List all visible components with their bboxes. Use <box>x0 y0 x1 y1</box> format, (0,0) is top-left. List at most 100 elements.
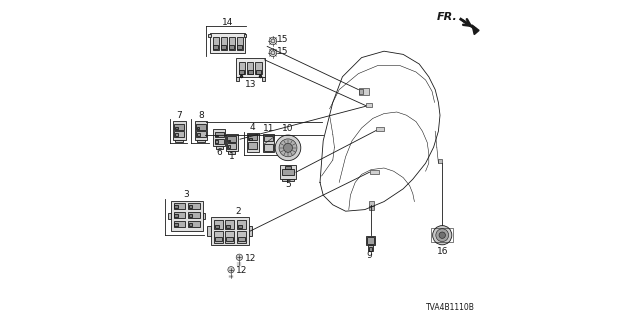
Bar <box>249 226 252 236</box>
Bar <box>369 201 374 206</box>
Bar <box>264 136 273 141</box>
Text: 15: 15 <box>278 47 289 56</box>
Bar <box>210 33 245 53</box>
Bar <box>214 45 218 49</box>
Circle shape <box>284 143 292 152</box>
Circle shape <box>436 229 449 242</box>
Bar <box>214 231 223 243</box>
Bar <box>237 231 246 243</box>
Bar <box>256 70 261 74</box>
Bar <box>174 205 178 209</box>
Bar <box>174 124 184 130</box>
Bar <box>236 58 265 77</box>
Bar <box>263 134 275 152</box>
Bar <box>202 213 205 219</box>
Text: 7: 7 <box>177 111 182 120</box>
Bar <box>227 136 236 142</box>
Bar <box>228 151 236 154</box>
Bar <box>175 140 183 142</box>
Bar <box>215 132 224 137</box>
Text: 12: 12 <box>244 254 256 263</box>
Bar <box>230 45 234 49</box>
Bar <box>238 225 242 228</box>
Bar <box>215 140 218 143</box>
Bar <box>368 245 373 251</box>
Bar <box>255 62 262 74</box>
Circle shape <box>275 135 301 161</box>
Text: 13: 13 <box>245 80 256 89</box>
Bar <box>221 37 227 50</box>
Bar <box>360 89 362 94</box>
Text: 8: 8 <box>198 111 204 120</box>
Text: 16: 16 <box>436 247 448 256</box>
Bar <box>359 88 369 95</box>
Bar <box>227 225 230 228</box>
Bar <box>212 37 219 50</box>
Bar <box>227 237 234 241</box>
Circle shape <box>269 49 276 57</box>
Bar <box>175 127 178 129</box>
Bar <box>174 214 178 218</box>
Bar <box>236 77 239 81</box>
Text: TVA4B1110B: TVA4B1110B <box>426 303 475 312</box>
Bar <box>366 236 375 245</box>
Bar <box>237 37 243 50</box>
Bar <box>367 237 374 244</box>
Bar <box>282 179 294 181</box>
Bar <box>285 166 291 169</box>
Bar <box>197 133 200 136</box>
Bar <box>213 129 225 146</box>
Bar <box>195 121 207 140</box>
Text: 15: 15 <box>278 36 289 44</box>
Bar <box>221 45 226 49</box>
Bar <box>264 144 273 151</box>
Polygon shape <box>472 25 479 35</box>
Bar <box>248 142 257 149</box>
Bar <box>174 212 186 218</box>
Bar <box>237 45 242 49</box>
Bar <box>188 212 200 218</box>
Bar <box>229 37 235 50</box>
Bar <box>225 231 234 243</box>
Bar <box>369 206 374 210</box>
Text: 12: 12 <box>236 266 248 275</box>
Bar <box>174 221 186 227</box>
Bar <box>366 103 372 107</box>
Bar <box>208 34 211 37</box>
Bar <box>431 228 453 242</box>
Bar <box>370 170 380 174</box>
Text: 1: 1 <box>229 152 234 161</box>
Text: 6: 6 <box>216 148 222 156</box>
Bar <box>244 34 246 37</box>
Circle shape <box>236 254 243 260</box>
Bar <box>188 203 200 209</box>
Bar <box>188 221 200 227</box>
Text: 11: 11 <box>263 124 275 133</box>
Bar <box>189 214 192 218</box>
Bar <box>246 133 259 152</box>
Bar <box>369 247 372 251</box>
Bar <box>175 133 178 136</box>
Bar <box>228 145 230 148</box>
Bar <box>227 143 236 149</box>
Text: 10: 10 <box>282 124 294 133</box>
Circle shape <box>439 232 445 238</box>
Text: 5: 5 <box>285 180 291 189</box>
Bar <box>248 70 253 74</box>
Bar <box>168 213 170 219</box>
Bar <box>247 62 253 74</box>
Bar <box>189 223 192 227</box>
Bar <box>197 140 205 142</box>
Circle shape <box>228 267 234 273</box>
Bar <box>207 226 211 236</box>
Text: FR.: FR. <box>437 12 458 22</box>
Bar <box>215 139 224 144</box>
Bar <box>237 220 246 229</box>
Bar <box>214 220 223 229</box>
Bar <box>376 127 384 131</box>
Bar <box>239 62 245 74</box>
Bar <box>249 138 252 140</box>
Bar <box>438 159 442 163</box>
Bar <box>173 121 186 140</box>
Bar <box>228 140 230 141</box>
